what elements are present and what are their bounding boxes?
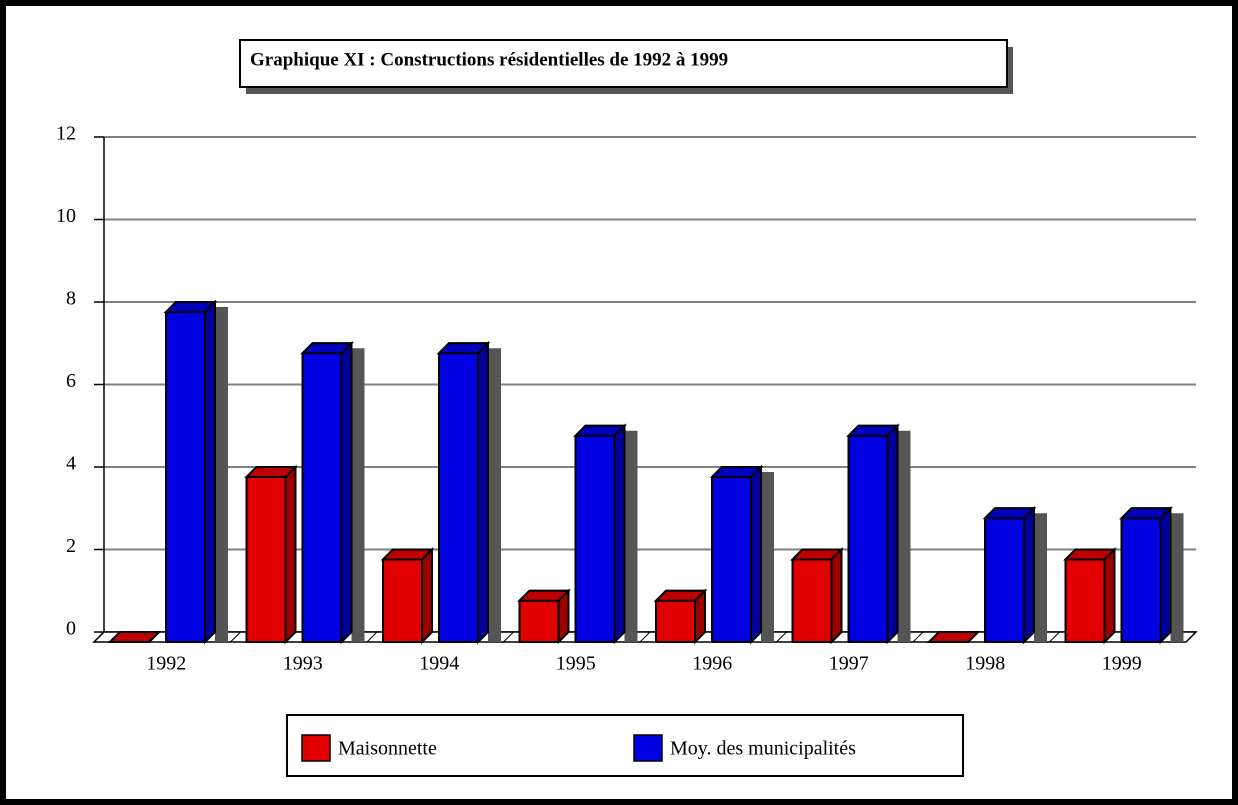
- bar-shadow: [488, 348, 501, 642]
- bar-side: [1103, 547, 1116, 645]
- bar-shadow: [897, 430, 911, 642]
- x-tick-label: 1993: [283, 653, 323, 675]
- bar-shadow: [624, 430, 638, 642]
- x-tick-label: 1992: [146, 653, 186, 675]
- bar-side: [830, 547, 843, 645]
- bar-side: [148, 631, 160, 643]
- legend-label: Maisonnette: [338, 738, 437, 760]
- bar-shadow: [215, 307, 228, 642]
- bar-side: [694, 588, 706, 645]
- y-tick-label: 12: [56, 123, 76, 145]
- floor-divider: [503, 631, 514, 643]
- legend-box: [286, 714, 964, 777]
- x-tick-label: 1997: [829, 653, 869, 675]
- y-tick-label: 4: [66, 453, 76, 475]
- bar-shadow: [1170, 513, 1184, 642]
- floor-divider: [230, 631, 241, 643]
- y-tick-label: 10: [56, 205, 76, 227]
- bar-side: [421, 547, 433, 645]
- x-tick-label: 1996: [692, 653, 732, 675]
- y-tick-label: 6: [66, 370, 76, 392]
- floor-divider: [912, 631, 924, 643]
- floor-divider: [1049, 631, 1060, 643]
- bar-shadow: [351, 348, 365, 642]
- bar-side: [1023, 505, 1035, 645]
- title-box: [239, 39, 1008, 88]
- y-tick-label: 2: [66, 535, 76, 557]
- bar-shadow: [1034, 513, 1047, 642]
- floor-divider: [776, 631, 787, 643]
- y-tick-label: 0: [66, 618, 76, 640]
- bar-side: [613, 423, 626, 645]
- floor-divider: [366, 631, 378, 643]
- bar-side: [750, 464, 762, 645]
- legend-swatch: [633, 734, 663, 762]
- x-tick-label: 1994: [419, 653, 459, 675]
- bar-side: [967, 631, 979, 643]
- chart-title: Graphique XI : Constructions résidentiel…: [250, 49, 728, 70]
- bar-side: [284, 464, 297, 645]
- x-tick-label: 1995: [556, 653, 596, 675]
- x-tick-label: 1998: [965, 653, 1005, 675]
- floor-divider: [639, 631, 651, 643]
- legend-swatch: [301, 734, 331, 762]
- bar-side: [477, 340, 489, 645]
- bar-side: [886, 423, 899, 645]
- x-tick-label: 1999: [1102, 653, 1142, 675]
- bar-shadow: [761, 472, 774, 642]
- legend-label: Moy. des municipalités: [670, 738, 856, 760]
- y-tick-label: 8: [66, 288, 76, 310]
- bar-side: [557, 588, 570, 645]
- bar-side: [340, 340, 353, 645]
- bar-side: [1159, 505, 1172, 645]
- bar-side: [204, 299, 216, 645]
